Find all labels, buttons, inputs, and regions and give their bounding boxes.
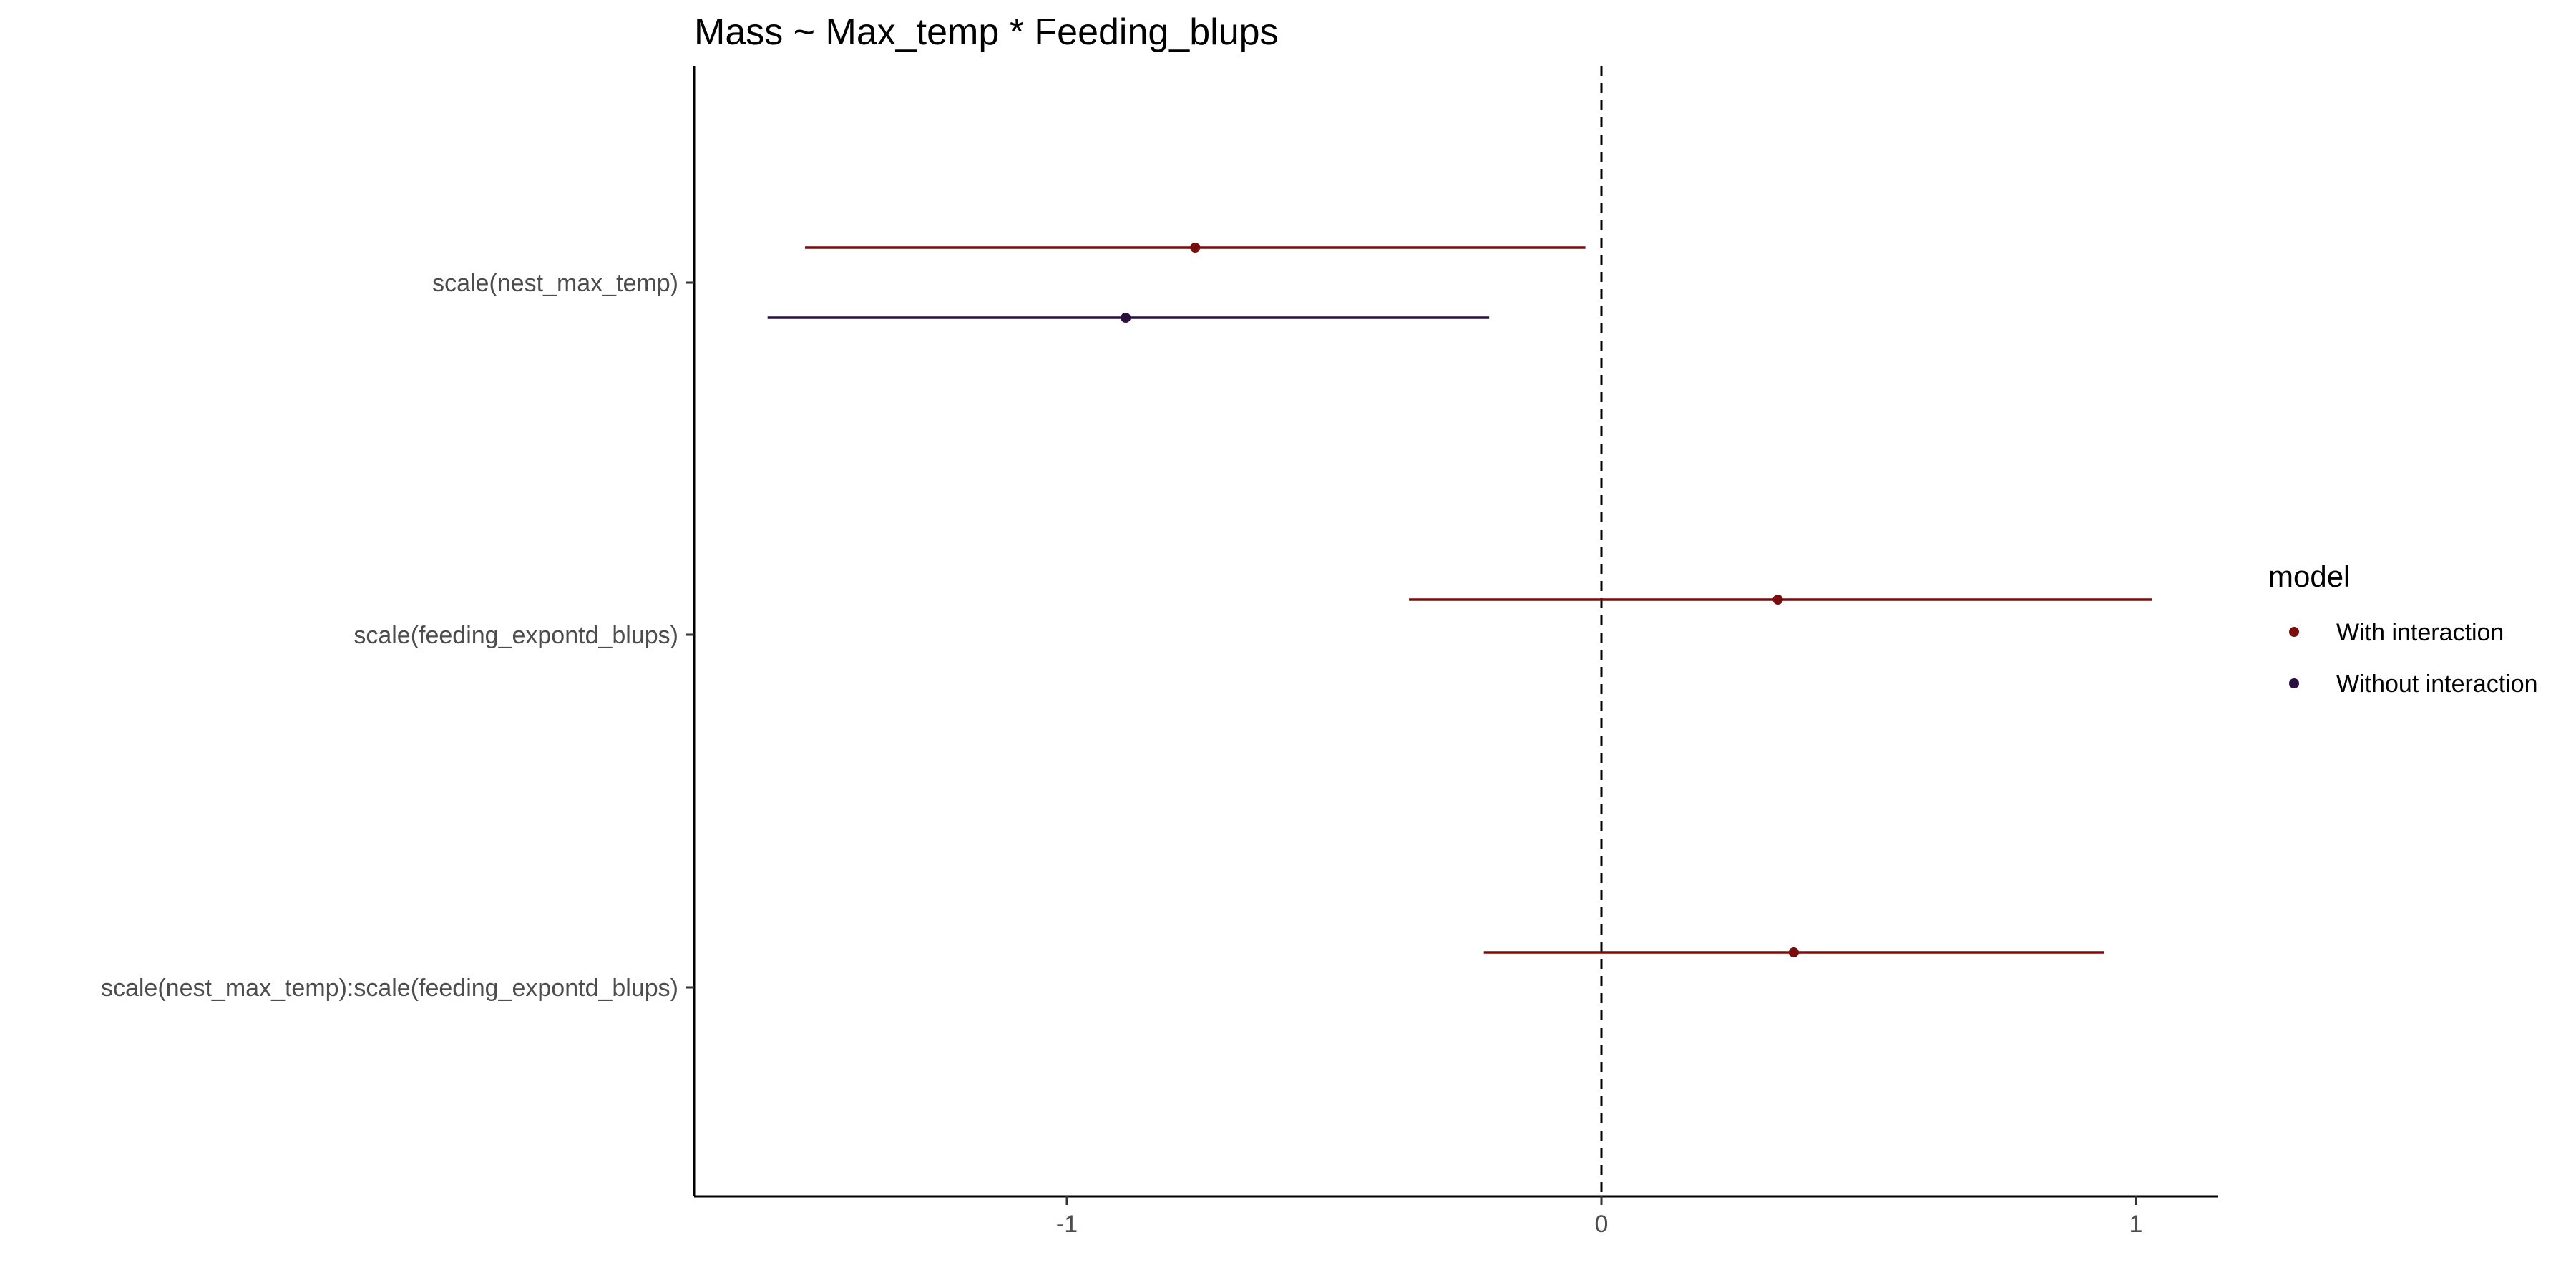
y-axis-ticks: scale(nest_max_temp) scale(feeding_expont… (101, 270, 694, 1002)
y-tick-label: scale(feeding_expontd_blups) (353, 622, 678, 649)
plot-panel (767, 66, 2152, 1196)
chart-title: Mass ~ Max_temp * Feeding_blups (694, 11, 1279, 53)
legend-key (2289, 627, 2299, 637)
estimate-point (1772, 595, 1783, 605)
legend-key (2289, 678, 2299, 688)
estimate-point (1788, 947, 1799, 957)
y-tick-label: scale(nest_max_temp) (432, 270, 678, 297)
legend-entries: With interaction Without interaction (2289, 619, 2538, 698)
x-tick-label: 0 (1595, 1211, 1609, 1238)
estimate-point (1121, 313, 1131, 323)
x-axis-ticks: -1 0 1 (1056, 1196, 2143, 1238)
x-tick-label: -1 (1056, 1211, 1078, 1238)
x-tick-label: 1 (2129, 1211, 2143, 1238)
legend: model With interaction Without interactio… (2268, 560, 2538, 698)
legend-title: model (2268, 560, 2350, 593)
legend-label: Without interaction (2336, 670, 2538, 698)
estimate-point (1190, 243, 1201, 253)
legend-label: With interaction (2336, 619, 2504, 646)
y-tick-label: scale(nest_max_temp):scale(feeding_expon… (101, 975, 678, 1002)
